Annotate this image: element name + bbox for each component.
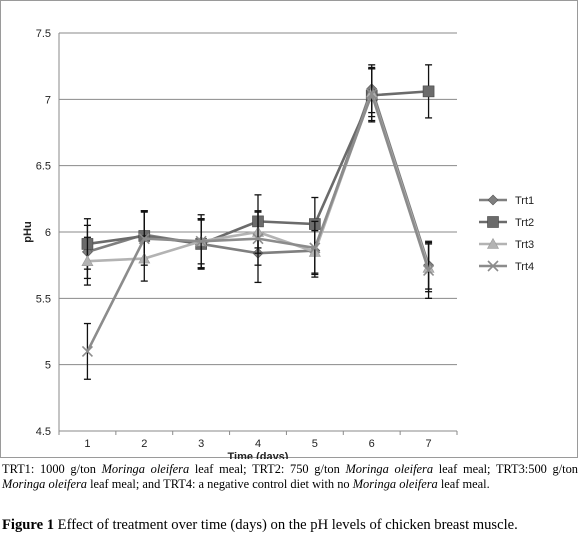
caption-text: leaf meal; and TRT4: a negative control … xyxy=(87,477,353,491)
marker-stroke xyxy=(138,233,150,245)
marker-stroke xyxy=(81,345,93,357)
y-tick-label: 6 xyxy=(45,227,51,239)
legend-swatch-marker xyxy=(487,216,499,228)
caption-species: oleifera xyxy=(399,477,438,491)
marker-stroke xyxy=(423,264,435,277)
figure-text: Effect of treatment over time (days) on … xyxy=(54,517,518,533)
marker-stroke xyxy=(195,235,207,247)
legend-swatch-marker xyxy=(486,237,500,249)
data-point xyxy=(423,264,435,277)
x-tick-label: 5 xyxy=(312,438,318,450)
caption-text: TRT1: 1000 g/ton xyxy=(2,462,102,476)
series-group xyxy=(81,64,435,380)
legend-label: Trt4 xyxy=(515,261,534,273)
y-tick-label: 5 xyxy=(45,360,51,372)
y-tick-label: 7.5 xyxy=(36,28,51,40)
x-axis-title: Time (days) xyxy=(228,451,289,459)
marker-stroke xyxy=(366,88,378,100)
legend-item-trt4: Trt4 xyxy=(479,260,534,273)
data-point xyxy=(138,233,150,245)
legend-label: Trt2 xyxy=(515,217,534,229)
x-tick-label: 2 xyxy=(141,438,147,450)
y-tick-label: 6.5 xyxy=(36,161,51,173)
x-tick-label: 7 xyxy=(426,438,432,450)
marker-stroke xyxy=(487,260,499,272)
data-point xyxy=(252,233,264,245)
legend-swatch-marker xyxy=(487,194,499,206)
y-axis-title: pHu xyxy=(22,221,34,242)
marker-stroke xyxy=(309,242,321,254)
data-point xyxy=(366,88,378,100)
caption-text: leaf meal. xyxy=(437,477,490,491)
x-tick-label: 1 xyxy=(84,438,90,450)
caption-species: Moringa oleifera xyxy=(345,462,434,476)
y-tick-label: 7 xyxy=(45,94,51,106)
legend: Trt1 Trt2 Trt3 Trt4 xyxy=(479,194,534,273)
legend-item-trt1: Trt1 xyxy=(479,194,534,207)
chart-frame: 4.5 5 5.5 6 6.5 7 7.5 1 2 3 4 5 6 7 Trt1 Trt2 Trt3 Trt4 … xyxy=(0,0,578,459)
data-point xyxy=(309,242,321,254)
y-tick-label: 4.5 xyxy=(36,426,51,438)
figure-caption: Figure 1 Effect of treatment over time (… xyxy=(2,517,578,534)
legend-swatch-marker xyxy=(487,260,499,272)
caption-text: TRT3:500 g/ton xyxy=(495,462,578,476)
ph-line-chart: 4.555.566.577.51 2 3 4 5 6 7 Trt1Trt2Trt3Trt4 … xyxy=(22,28,534,459)
x-tick-label: 6 xyxy=(369,438,375,450)
x-tick-label: 3 xyxy=(198,438,204,450)
y-tick-label: 5.5 xyxy=(36,293,51,305)
x-tick-label: 4 xyxy=(255,438,261,450)
caption-species: Moringa oleifera xyxy=(2,477,88,491)
caption-species: Moringa oleifera xyxy=(101,462,190,476)
caption-species: Moringa xyxy=(352,477,397,491)
legend-label: Trt1 xyxy=(515,195,534,207)
data-point xyxy=(81,255,94,266)
data-point xyxy=(422,85,435,98)
legend-item-trt3: Trt3 xyxy=(479,237,534,251)
data-point xyxy=(195,235,207,247)
series-trt4 xyxy=(81,66,435,380)
axes: 4.5 5 5.5 6 6.5 7 7.5 1 2 3 4 5 6 7 xyxy=(36,28,458,450)
treatment-caption: TRT1: 1000 g/ton Moringa oleifera leaf m… xyxy=(2,462,578,492)
figure-label: Figure 1 xyxy=(2,517,55,533)
data-point xyxy=(81,345,93,357)
marker-stroke xyxy=(252,233,264,245)
caption-text: leaf meal; TRT2: 750 g/ton xyxy=(189,462,346,476)
legend-item-trt2: Trt2 xyxy=(479,216,534,229)
caption-text: leaf meal; xyxy=(433,462,491,476)
legend-label: Trt3 xyxy=(515,239,534,251)
